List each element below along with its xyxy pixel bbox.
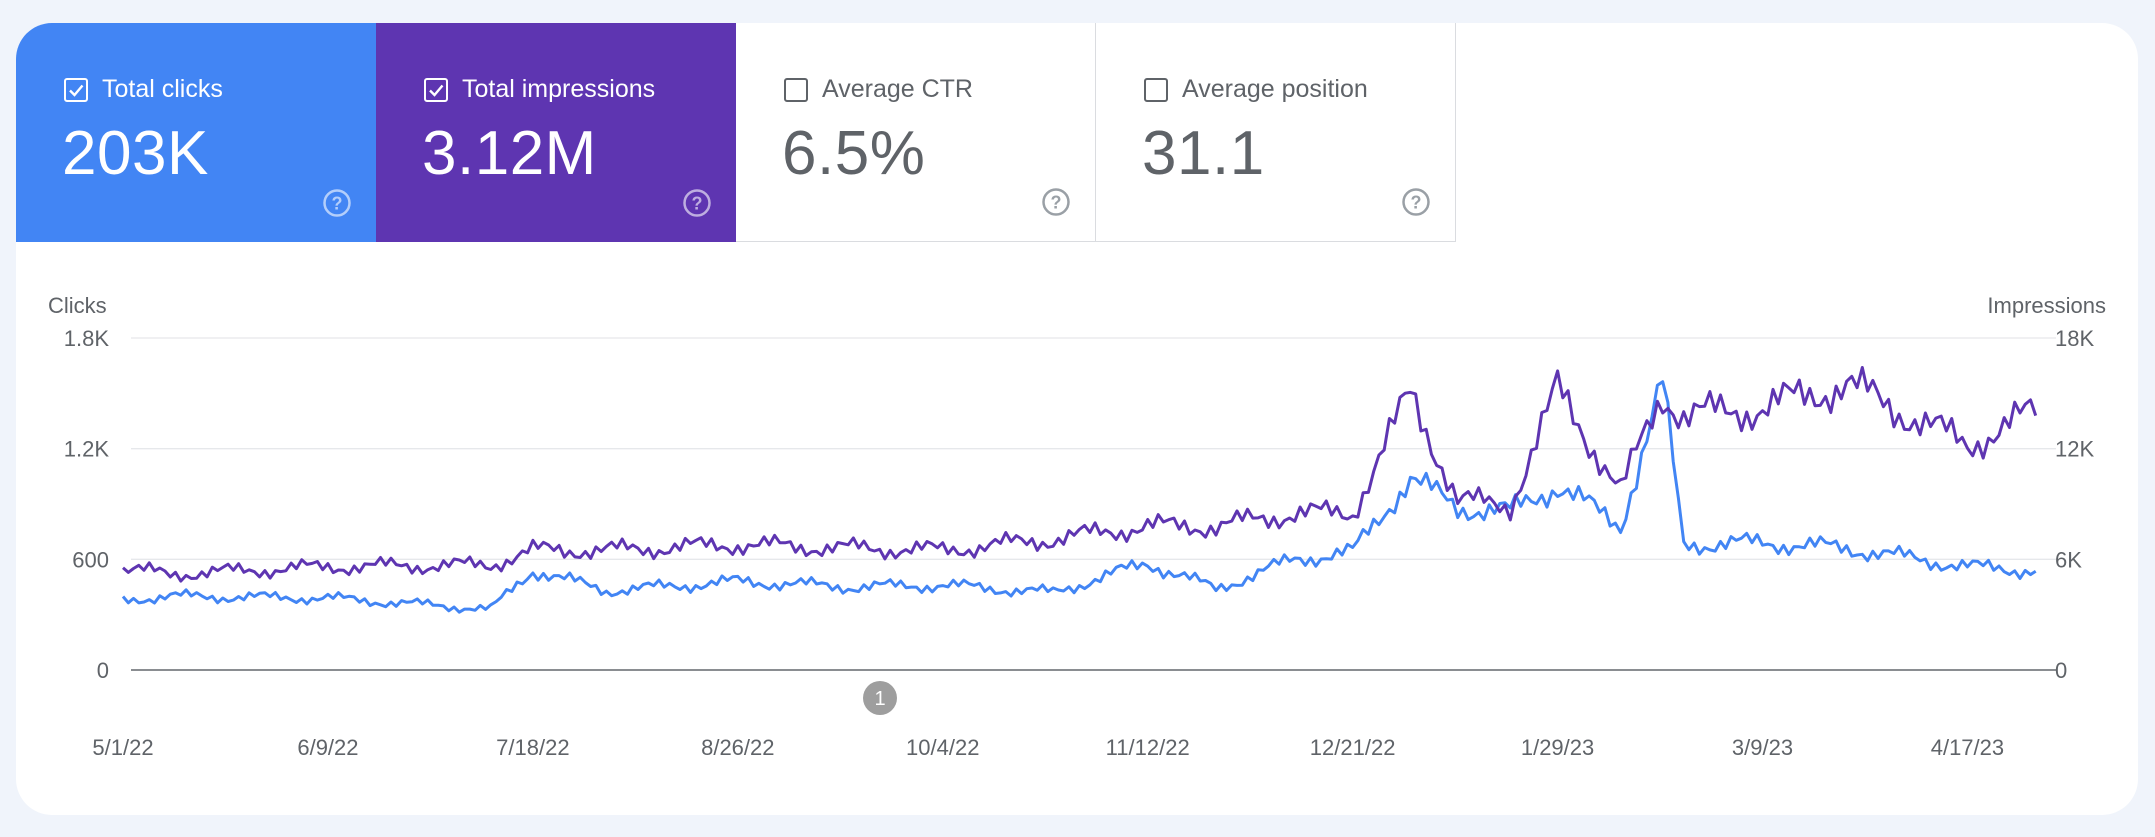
metric-value: 3.12M bbox=[422, 119, 597, 188]
svg-text:?: ? bbox=[692, 194, 703, 214]
svg-text:?: ? bbox=[332, 194, 343, 214]
metric-label: Average CTR bbox=[822, 75, 973, 103]
checkbox-checked-icon[interactable] bbox=[64, 77, 88, 102]
metric-tile-average-ctr[interactable]: Average CTR 6.5% ? bbox=[736, 23, 1096, 242]
x-tick: 11/12/22 bbox=[1106, 735, 1190, 760]
y-tick-right: 18K bbox=[2055, 326, 2094, 351]
checkbox-checked-icon[interactable] bbox=[424, 77, 448, 102]
help-circle-icon[interactable]: ? bbox=[1041, 187, 1071, 217]
metric-value: 203K bbox=[62, 119, 209, 188]
y-tick-left: 1.2K bbox=[64, 437, 110, 462]
x-tick: 12/21/22 bbox=[1310, 735, 1396, 760]
y-tick-left: 600 bbox=[72, 547, 109, 572]
metric-label: Average position bbox=[1182, 75, 1368, 103]
annotation-marker-label: 1 bbox=[874, 688, 885, 710]
annotation-marker[interactable]: 1 bbox=[863, 681, 897, 715]
metric-tiles: Total clicks 203K ? Total impressions 3.… bbox=[16, 23, 1456, 242]
help-circle-icon[interactable]: ? bbox=[322, 188, 352, 218]
help-circle-icon[interactable]: ? bbox=[1401, 187, 1431, 217]
y-axis-right-title: Impressions bbox=[1987, 293, 2106, 318]
x-tick: 1/29/23 bbox=[1521, 735, 1594, 760]
metric-label: Total clicks bbox=[102, 75, 223, 103]
x-tick: 10/4/22 bbox=[906, 735, 979, 760]
metric-tile-total-clicks[interactable]: Total clicks 203K ? bbox=[16, 23, 376, 242]
checkbox-unchecked-icon[interactable] bbox=[784, 77, 808, 102]
y-tick-right: 6K bbox=[2055, 547, 2082, 572]
performance-chart: Clicks Impressions 1.8K 18K 1.2K 12K 600 6K 0 0… bbox=[48, 293, 2106, 760]
series-line-impressions bbox=[122, 366, 2038, 583]
y-tick-right: 0 bbox=[2055, 658, 2067, 683]
metric-tile-total-impressions[interactable]: Total impressions 3.12M ? bbox=[376, 23, 736, 242]
help-circle-icon[interactable]: ? bbox=[682, 188, 712, 218]
x-tick: 6/9/22 bbox=[297, 735, 358, 760]
y-tick-left: 0 bbox=[97, 658, 109, 683]
y-axis-left-title: Clicks bbox=[48, 293, 107, 318]
x-tick: 3/9/23 bbox=[1732, 735, 1793, 760]
metric-label: Total impressions bbox=[462, 75, 656, 103]
y-tick-right: 12K bbox=[2055, 437, 2094, 462]
metric-value: 31.1 bbox=[1142, 119, 1265, 188]
x-tick: 7/18/22 bbox=[496, 735, 569, 760]
metric-value: 6.5% bbox=[782, 119, 926, 188]
svg-text:?: ? bbox=[1051, 193, 1062, 213]
x-tick: 8/26/22 bbox=[701, 735, 774, 760]
series-line-clicks bbox=[121, 380, 2037, 614]
x-tick: 4/17/23 bbox=[1931, 735, 2004, 760]
performance-card: Clicks Impressions 1.8K 18K 1.2K 12K 600 6K 0 0… bbox=[16, 23, 2138, 815]
y-tick-left: 1.8K bbox=[64, 326, 110, 351]
x-tick: 5/1/22 bbox=[92, 735, 153, 760]
checkbox-unchecked-icon[interactable] bbox=[1144, 77, 1168, 102]
svg-text:?: ? bbox=[1411, 193, 1422, 213]
metric-tile-average-position[interactable]: Average position 31.1 ? bbox=[1096, 23, 1456, 242]
